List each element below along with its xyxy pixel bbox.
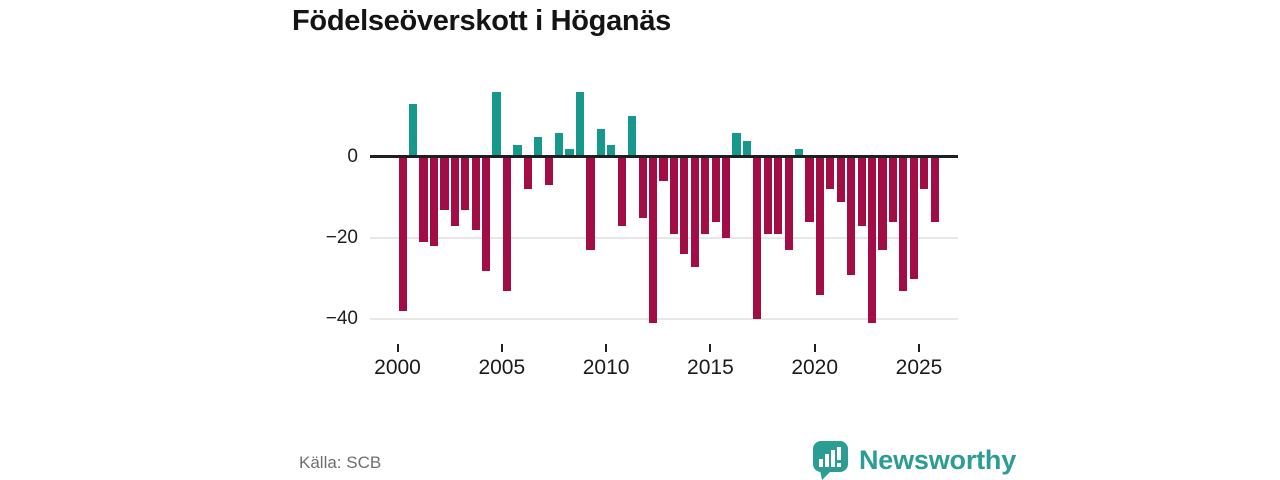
x-axis-tick-label-2005: 2005 xyxy=(478,356,526,379)
bar-2008-H1 xyxy=(565,148,574,157)
bar-2021-H1 xyxy=(836,157,845,202)
bar-2011-H1 xyxy=(628,116,637,157)
bar-2015-H1 xyxy=(711,157,720,222)
y-axis-tick-label: 0 xyxy=(347,146,358,167)
bar-2019-H1 xyxy=(794,148,804,157)
bar-2024-H1 xyxy=(899,157,908,291)
bar-2002-H2 xyxy=(450,157,459,227)
bar-2008-H2 xyxy=(575,92,585,157)
bar-2003-H1 xyxy=(461,157,470,210)
y-axis-tick-label: −20 xyxy=(325,227,358,249)
x-axis-tick-label-2000: 2000 xyxy=(374,356,421,379)
bar-2001-H2 xyxy=(429,157,439,247)
bar-2020-H2 xyxy=(826,157,835,190)
bar-2016-H2 xyxy=(742,140,751,157)
bar-2006-H1 xyxy=(523,157,532,190)
bar-2005-H2 xyxy=(513,144,522,157)
bar-2023-H2 xyxy=(888,157,897,222)
zero-axis-line xyxy=(370,155,958,158)
brand-wordmark: Newsworthy xyxy=(859,444,1017,475)
bar-2024-H2 xyxy=(909,157,918,279)
bar-2019-H2 xyxy=(805,157,814,222)
bar-2018-H2 xyxy=(784,157,793,251)
bar-2025-H1 xyxy=(920,157,929,190)
bar-2007-H1 xyxy=(544,157,553,186)
x-axis-tick-2020 xyxy=(813,344,816,352)
bar-2012-H2 xyxy=(659,157,668,182)
bar-2006-H2 xyxy=(534,136,543,157)
bar-2022-H2 xyxy=(867,157,877,324)
bar-2005-H1 xyxy=(502,157,512,291)
bar-2016-H1 xyxy=(732,132,741,157)
x-axis-tick-label-2025: 2025 xyxy=(895,356,943,379)
bar-2025-H2 xyxy=(930,157,939,222)
bar-2015-H2 xyxy=(721,157,731,239)
x-axis-tick-2025 xyxy=(918,344,920,352)
bar-2021-H2 xyxy=(847,157,856,275)
bar-2013-H1 xyxy=(669,157,678,235)
bar-2004-H2 xyxy=(492,92,501,157)
bar-2003-H2 xyxy=(471,157,480,231)
source-note: Källa: SCB xyxy=(299,453,382,472)
gridline-y-20 xyxy=(370,237,958,240)
x-axis-tick-2000 xyxy=(396,344,399,352)
bar-2014-H2 xyxy=(701,157,710,235)
x-axis-tick-label-2010: 2010 xyxy=(582,356,630,379)
x-axis-tick-2005 xyxy=(500,344,503,352)
bar-2020-H1 xyxy=(815,157,824,296)
bar-2009-H1 xyxy=(586,157,595,251)
chart-title: Födelseöverskott i Höganäs xyxy=(292,5,671,37)
bar-2023-H1 xyxy=(878,157,887,251)
bar-2000-H1 xyxy=(398,157,407,312)
bar-2010-H1 xyxy=(607,144,616,157)
speech-bubble-bar-chart-icon xyxy=(812,440,849,480)
bar-2000-H2 xyxy=(409,104,418,157)
bar-2013-H2 xyxy=(680,157,689,255)
bar-2018-H1 xyxy=(774,157,783,235)
bar-2011-H2 xyxy=(638,157,647,218)
x-axis-tick-label-2020: 2020 xyxy=(791,356,839,379)
x-axis-tick-2010 xyxy=(605,344,608,352)
bar-2012-H1 xyxy=(648,157,658,324)
y-axis-tick-label: −40 xyxy=(325,308,358,330)
bar-2007-H2 xyxy=(555,132,564,157)
gridline-y-40 xyxy=(370,318,958,321)
x-axis-tick-label-2015: 2015 xyxy=(687,356,734,379)
newsworthy-brand: Newsworthy xyxy=(812,440,1016,480)
bar-2017-H1 xyxy=(753,157,762,320)
bar-2001-H1 xyxy=(419,157,428,243)
x-axis-tick-2015 xyxy=(709,344,712,352)
bar-2022-H1 xyxy=(857,157,866,227)
bar-2010-H2 xyxy=(617,157,626,227)
bar-2004-H1 xyxy=(482,157,491,271)
bar-2009-H2 xyxy=(596,128,605,157)
bar-2002-H1 xyxy=(440,157,449,210)
bar-2017-H2 xyxy=(763,157,772,235)
bar-2014-H1 xyxy=(690,157,699,267)
